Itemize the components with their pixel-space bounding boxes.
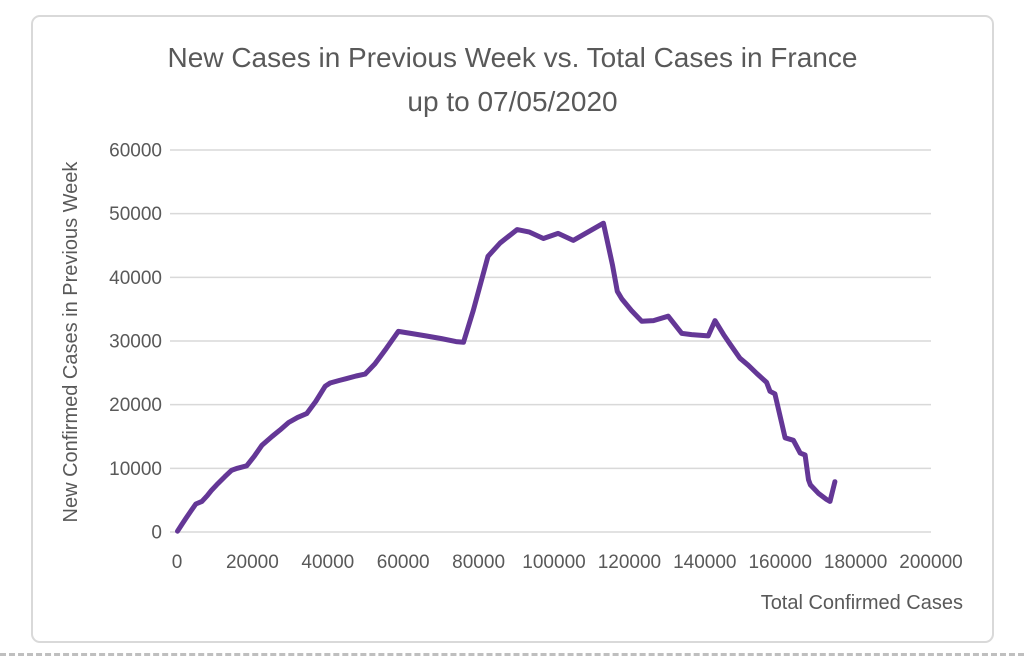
x-tick-label: 0 [172,552,183,573]
y-tick-label: 10000 [109,459,162,480]
chart-title-line-2: up to 07/05/2020 [407,86,618,117]
y-tick-label: 60000 [109,141,162,162]
x-tick-label: 180000 [824,552,887,573]
y-axis-tick-labels: 0 10000 20000 30000 40000 50000 60000 [109,141,162,544]
x-axis-tick-labels: 0 20000 40000 60000 80000 100000 120000 140000 1… [172,552,963,573]
y-tick-label: 40000 [109,268,162,289]
x-tick-label: 140000 [673,552,736,573]
x-tick-label: 200000 [899,552,962,573]
chart-title: New Cases in Previous Week vs. Total Cas… [31,36,994,124]
x-tick-label: 20000 [226,552,279,573]
data-series-line [175,220,838,534]
y-tick-label: 0 [151,523,162,544]
x-tick-label: 120000 [598,552,661,573]
x-tick-label: 80000 [452,552,505,573]
x-axis-title: Total Confirmed Cases [760,592,963,614]
y-tick-label: 50000 [109,204,162,225]
chart-title-line-1: New Cases in Previous Week vs. Total Cas… [167,42,858,73]
x-tick-label: 40000 [301,552,354,573]
x-tick-label: 100000 [522,552,585,573]
chart-container [31,15,994,643]
y-tick-label: 30000 [109,332,162,353]
x-tick-label: 60000 [377,552,430,573]
x-tick-label: 160000 [748,552,811,573]
y-tick-label: 20000 [109,395,162,416]
gridlines [170,149,931,533]
page-break-dashed-line [0,653,1024,656]
